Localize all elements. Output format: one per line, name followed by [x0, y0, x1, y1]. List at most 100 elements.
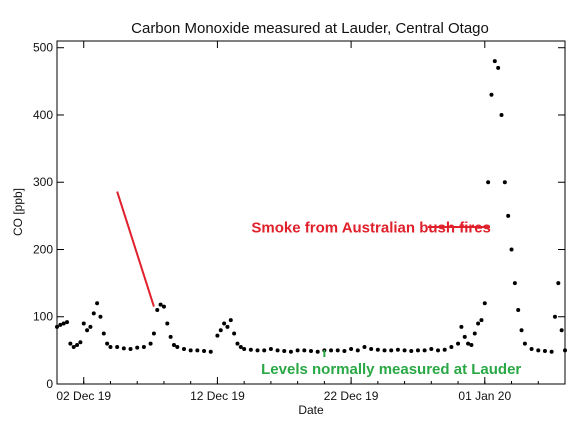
data-point — [536, 348, 541, 353]
data-point — [242, 347, 247, 352]
data-point — [556, 281, 561, 286]
data-point — [409, 349, 414, 354]
data-point — [218, 328, 223, 333]
y-tick-label: 300 — [33, 175, 53, 189]
data-point — [148, 341, 153, 346]
y-tick-label: 400 — [33, 108, 53, 122]
data-point — [552, 314, 557, 319]
data-point — [489, 92, 494, 97]
data-point — [315, 349, 320, 354]
data-point — [78, 340, 83, 345]
data-point — [108, 345, 113, 350]
data-point — [208, 349, 213, 354]
data-point — [171, 342, 176, 347]
data-point — [479, 318, 484, 323]
data-point — [288, 349, 293, 354]
data-point — [542, 349, 547, 354]
data-point — [71, 345, 76, 350]
data-point — [222, 321, 227, 326]
data-point — [369, 347, 374, 352]
x-tick-label: 02 Dec 19 — [56, 389, 111, 403]
data-point — [235, 341, 240, 346]
smoke-annotation: Smoke from Australian bush fires — [251, 220, 491, 237]
data-point — [502, 180, 507, 185]
y-tick-label: 100 — [33, 310, 53, 324]
data-point — [141, 345, 146, 350]
data-point — [395, 347, 400, 352]
data-point — [349, 347, 354, 352]
data-point — [165, 321, 170, 326]
data-point — [195, 348, 200, 353]
data-point — [248, 347, 253, 352]
data-point — [519, 328, 524, 333]
data-point — [506, 213, 511, 218]
data-point — [482, 301, 487, 306]
data-point — [335, 348, 340, 353]
data-point — [105, 341, 110, 346]
data-point — [158, 302, 163, 307]
data-point — [382, 348, 387, 353]
data-point — [499, 112, 504, 117]
data-point — [295, 348, 300, 353]
data-point — [135, 345, 140, 350]
data-point — [429, 347, 434, 352]
data-point — [155, 308, 160, 313]
data-point — [161, 304, 166, 309]
data-point — [436, 348, 440, 353]
data-point — [168, 334, 173, 339]
data-point — [402, 348, 407, 353]
data-point — [282, 349, 287, 354]
data-point — [449, 345, 454, 350]
data-point — [61, 321, 66, 326]
data-point — [232, 331, 237, 336]
data-point — [442, 347, 447, 352]
data-point — [228, 318, 233, 323]
y-axis-label: CO [ppb] — [11, 188, 25, 236]
data-point — [476, 321, 481, 326]
data-point — [509, 247, 514, 252]
normal-levels-annotation: Levels normally measured at Lauder — [261, 361, 521, 378]
data-point — [459, 324, 464, 329]
chart-title: Carbon Monoxide measured at Lauder, Cent… — [131, 20, 489, 37]
data-point — [275, 348, 280, 353]
data-point — [182, 347, 186, 352]
data-point — [55, 324, 59, 329]
data-point — [85, 328, 90, 333]
data-point — [516, 308, 521, 313]
data-point — [98, 314, 103, 319]
annotations: Smoke from Australian bush fires Levels n… — [116, 191, 521, 378]
data-point — [496, 65, 501, 70]
data-point — [75, 342, 80, 347]
data-point — [492, 59, 497, 64]
data-point — [422, 348, 427, 353]
data-point — [95, 301, 100, 306]
data-point — [101, 331, 106, 336]
data-point — [466, 341, 471, 346]
data-point — [456, 341, 461, 346]
data-point — [121, 346, 126, 351]
data-point — [255, 348, 260, 353]
data-point — [309, 349, 313, 354]
data-point — [549, 349, 554, 354]
data-point — [58, 322, 63, 327]
x-axis-label: Date — [298, 403, 324, 417]
data-point — [238, 345, 243, 350]
data-point — [512, 281, 517, 286]
data-point — [91, 311, 96, 316]
data-point — [68, 341, 73, 346]
data-point — [302, 348, 307, 353]
data-point — [522, 341, 527, 346]
data-point — [262, 348, 267, 353]
data-point — [88, 324, 93, 329]
data-point — [342, 349, 347, 354]
y-tick-label: 500 — [33, 41, 53, 55]
y-tick-label: 0 — [46, 377, 53, 391]
data-point — [175, 345, 180, 350]
data-point — [115, 345, 120, 350]
data-point — [202, 349, 207, 354]
x-tick-label: 22 Dec 19 — [324, 389, 379, 403]
data-point — [415, 348, 420, 353]
data-point — [65, 320, 70, 325]
data-point — [472, 331, 477, 336]
